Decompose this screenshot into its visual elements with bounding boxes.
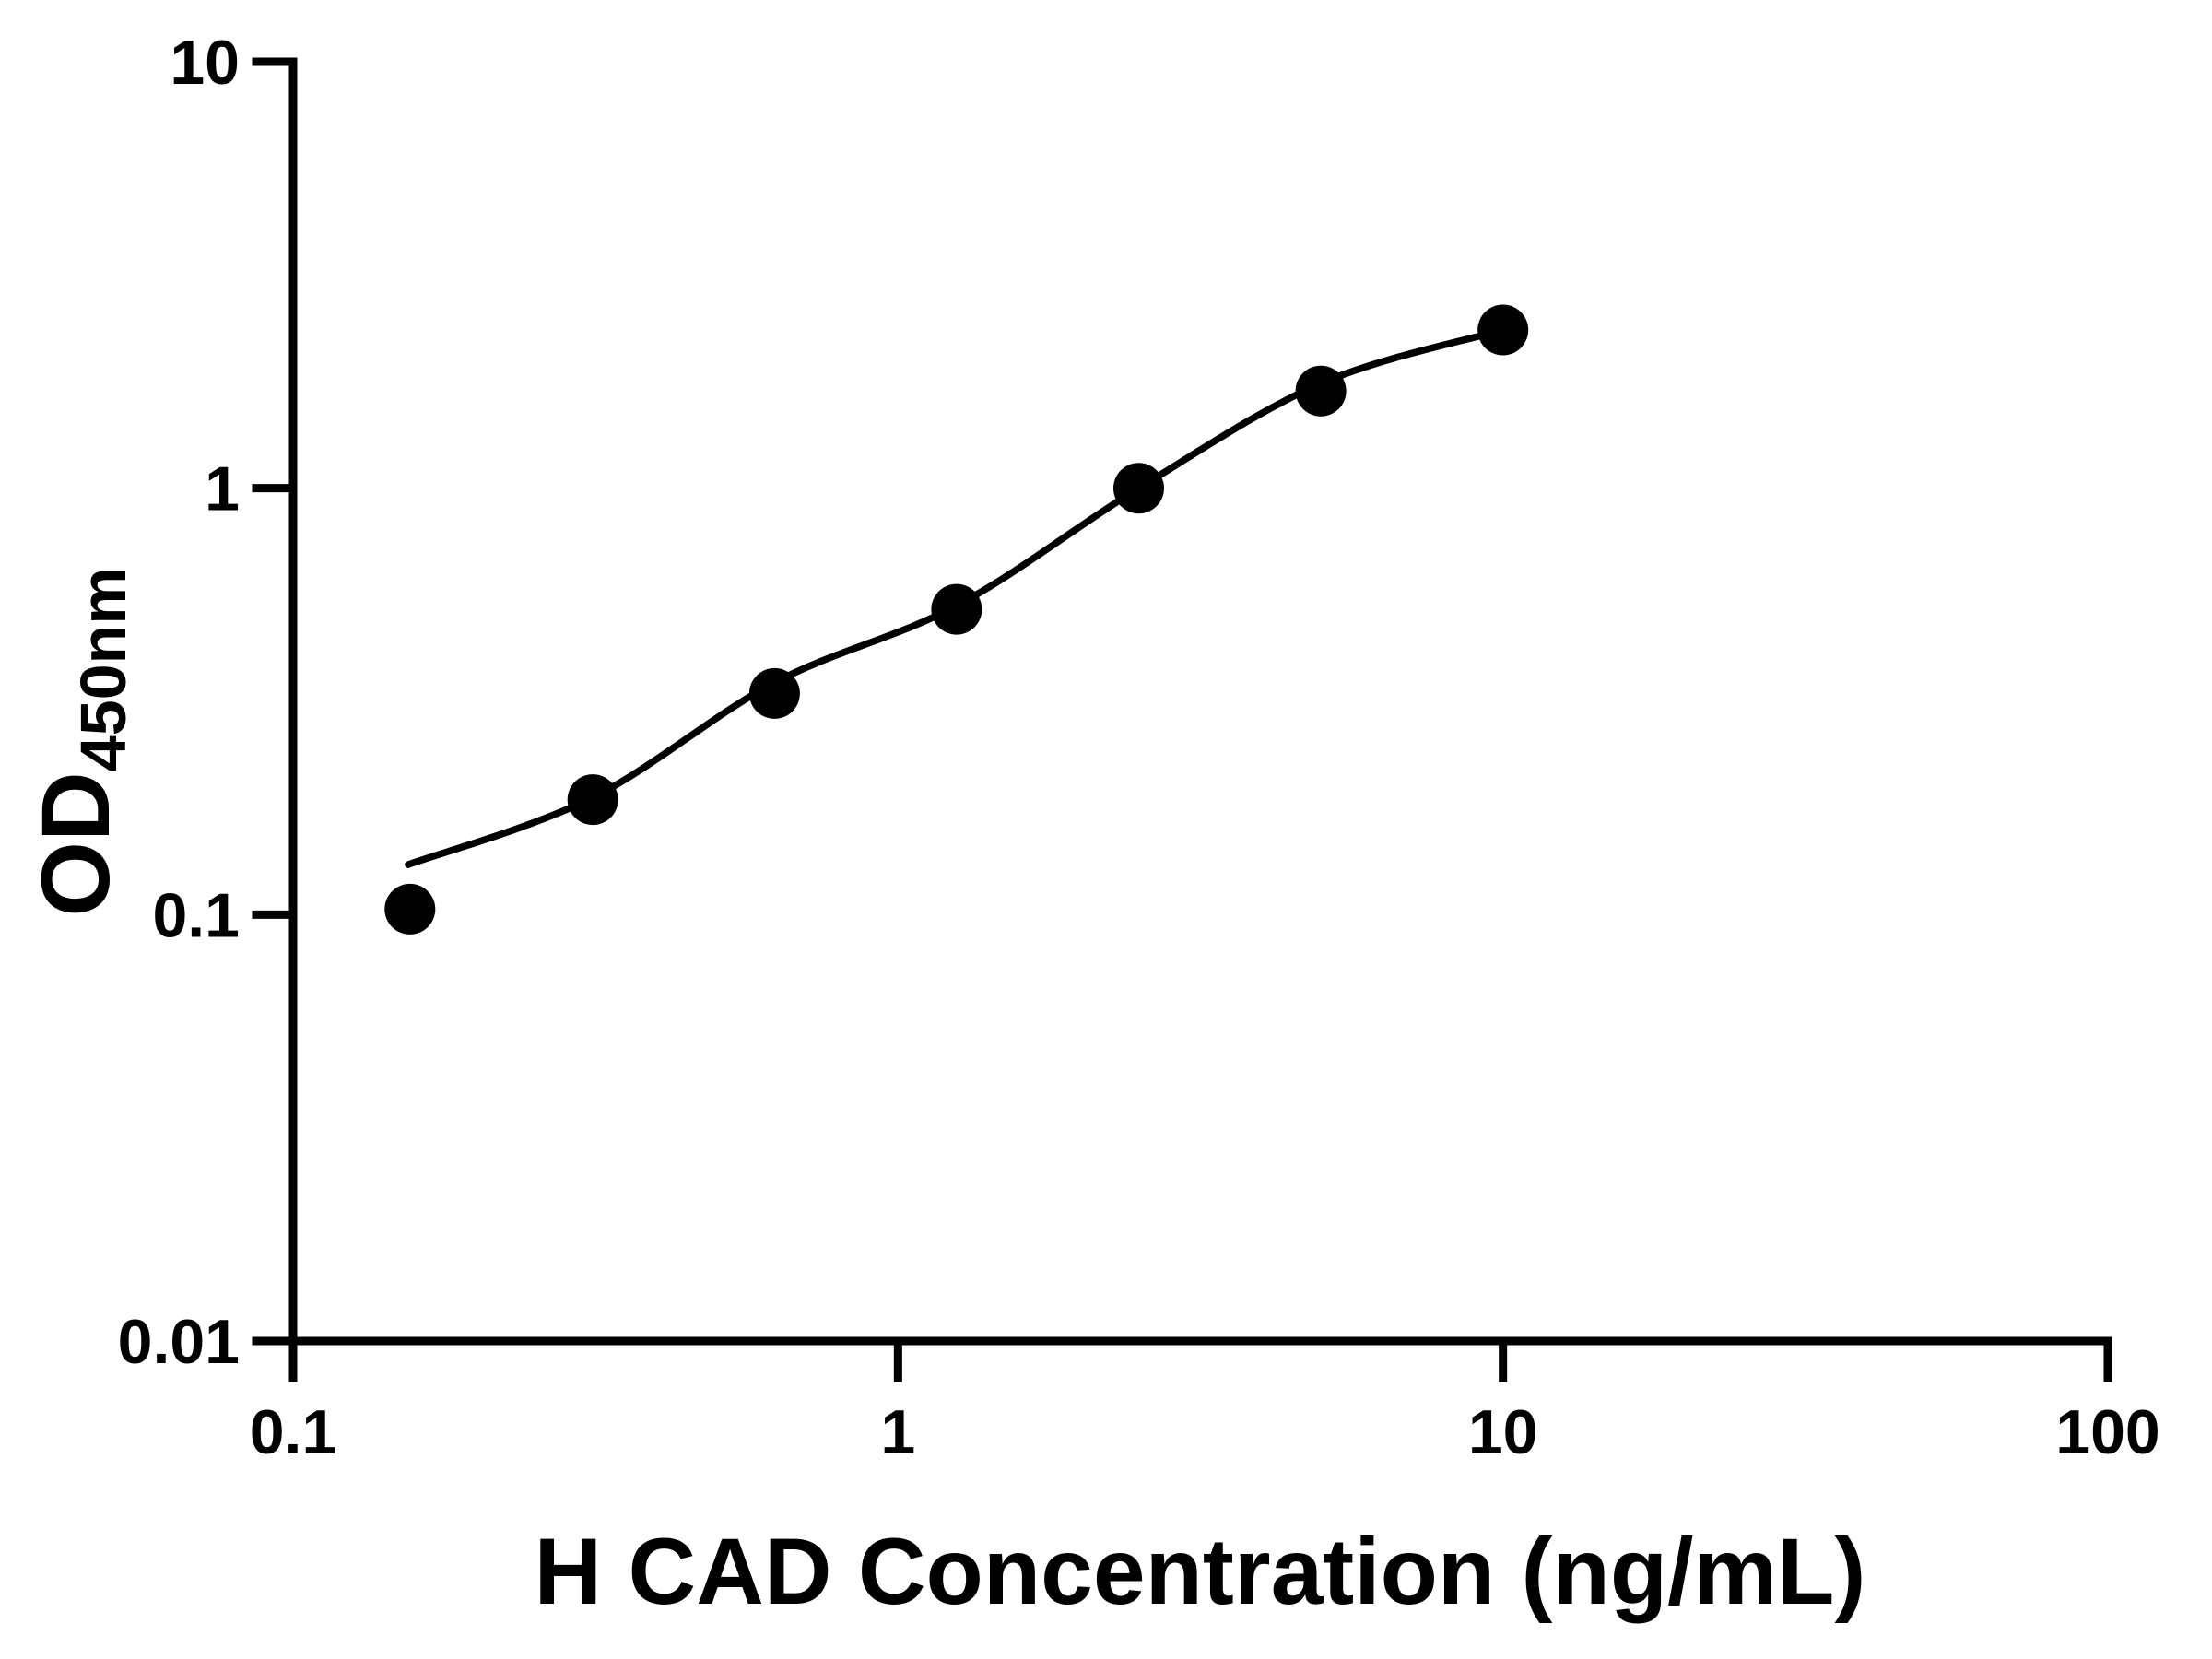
x-tick-label: 0.1 (250, 1397, 337, 1467)
axis-spines-and-ticks (252, 57, 2112, 1382)
y-axis-tick-labels: 0.01 0.1 1 10 (118, 28, 240, 1377)
y-tick-label: 1 (205, 454, 240, 524)
data-point (1295, 365, 1347, 417)
y-axis-title-subscript: 450nm (67, 567, 139, 771)
y-tick-label: 0.01 (118, 1307, 240, 1377)
y-axis-title-main: OD (22, 771, 130, 917)
data-point (384, 883, 436, 935)
data-point (1113, 463, 1164, 514)
x-axis-title: H CAD Concentration (ng/mL) (535, 1519, 1866, 1624)
data-point (567, 774, 618, 826)
data-point (1477, 304, 1529, 356)
y-axis-title: OD450nm (22, 567, 139, 916)
x-tick-label: 1 (880, 1397, 915, 1467)
y-tick-label: 10 (170, 28, 240, 98)
x-tick-label: 10 (1468, 1397, 1538, 1467)
x-tick-label: 100 (2055, 1397, 2159, 1467)
data-point (931, 583, 982, 635)
data-points (384, 304, 1529, 935)
data-point (748, 667, 800, 719)
axes (252, 57, 2112, 1382)
x-axis-tick-labels: 0.1 1 10 100 (250, 1397, 2160, 1467)
y-tick-label: 0.1 (152, 880, 240, 950)
